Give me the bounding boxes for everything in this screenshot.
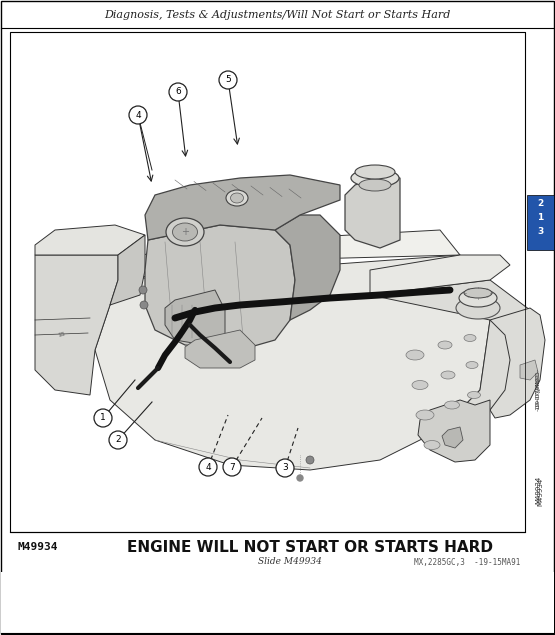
- Text: 1: 1: [537, 213, 543, 222]
- Ellipse shape: [351, 169, 399, 187]
- Text: 15: 15: [58, 331, 67, 338]
- Ellipse shape: [226, 190, 248, 206]
- Circle shape: [169, 83, 187, 101]
- Ellipse shape: [456, 297, 500, 319]
- Polygon shape: [35, 225, 145, 255]
- Ellipse shape: [467, 392, 481, 399]
- Ellipse shape: [464, 288, 492, 298]
- Text: 3: 3: [282, 464, 288, 472]
- Ellipse shape: [166, 218, 204, 246]
- Text: 5: 5: [225, 76, 231, 84]
- Text: 6: 6: [175, 88, 181, 97]
- Circle shape: [297, 475, 303, 481]
- Text: Diagnosis, Tests & Adjustments/Will Not Start or Starts Hard: Diagnosis, Tests & Adjustments/Will Not …: [104, 10, 450, 20]
- Text: 2: 2: [537, 199, 543, 208]
- Text: -19-07JAN91-: -19-07JAN91-: [536, 370, 541, 411]
- Circle shape: [199, 458, 217, 476]
- Ellipse shape: [466, 361, 478, 368]
- Text: Slide M49934: Slide M49934: [258, 558, 322, 566]
- Ellipse shape: [230, 193, 244, 203]
- Polygon shape: [35, 255, 118, 395]
- Polygon shape: [370, 255, 510, 295]
- Ellipse shape: [412, 380, 428, 389]
- Circle shape: [223, 458, 241, 476]
- Ellipse shape: [445, 401, 460, 409]
- Bar: [10, 32, 525, 532]
- Polygon shape: [95, 255, 490, 470]
- Ellipse shape: [355, 165, 395, 179]
- Ellipse shape: [464, 335, 476, 342]
- Ellipse shape: [424, 441, 440, 450]
- Polygon shape: [145, 175, 340, 240]
- Circle shape: [140, 301, 148, 309]
- Text: 4: 4: [135, 110, 141, 119]
- Circle shape: [276, 459, 294, 477]
- Bar: [1, 572, 554, 634]
- Circle shape: [219, 71, 237, 89]
- Circle shape: [139, 286, 147, 294]
- Text: 4: 4: [205, 462, 211, 472]
- Polygon shape: [370, 280, 530, 430]
- Polygon shape: [185, 330, 255, 368]
- Circle shape: [94, 409, 112, 427]
- Polygon shape: [100, 230, 460, 280]
- Polygon shape: [520, 360, 538, 380]
- Bar: [527, 195, 554, 250]
- Ellipse shape: [173, 223, 198, 241]
- Text: -19-07JAN91-: -19-07JAN91-: [536, 368, 541, 408]
- Polygon shape: [442, 427, 463, 448]
- Ellipse shape: [438, 341, 452, 349]
- Text: M49934: M49934: [535, 476, 541, 504]
- Polygon shape: [145, 225, 295, 350]
- Text: MX,2285GC,3  -19-15MA91: MX,2285GC,3 -19-15MA91: [413, 558, 520, 566]
- Polygon shape: [275, 215, 340, 320]
- Circle shape: [306, 456, 314, 464]
- Text: M49934: M49934: [537, 478, 543, 506]
- Ellipse shape: [441, 371, 455, 379]
- Polygon shape: [418, 400, 490, 462]
- Text: 2: 2: [115, 436, 121, 444]
- Text: ENGINE WILL NOT START OR STARTS HARD: ENGINE WILL NOT START OR STARTS HARD: [127, 540, 493, 554]
- Circle shape: [109, 431, 127, 449]
- Polygon shape: [110, 235, 145, 305]
- Polygon shape: [490, 308, 545, 418]
- Text: +: +: [181, 227, 189, 237]
- Polygon shape: [165, 290, 225, 345]
- Ellipse shape: [416, 410, 434, 420]
- Ellipse shape: [359, 179, 391, 191]
- Text: 7: 7: [229, 462, 235, 472]
- Ellipse shape: [459, 289, 497, 307]
- Circle shape: [129, 106, 147, 124]
- Ellipse shape: [406, 350, 424, 360]
- Polygon shape: [345, 175, 400, 248]
- Text: M49934: M49934: [18, 542, 58, 552]
- Text: 3: 3: [537, 227, 543, 236]
- Text: 1: 1: [100, 413, 106, 422]
